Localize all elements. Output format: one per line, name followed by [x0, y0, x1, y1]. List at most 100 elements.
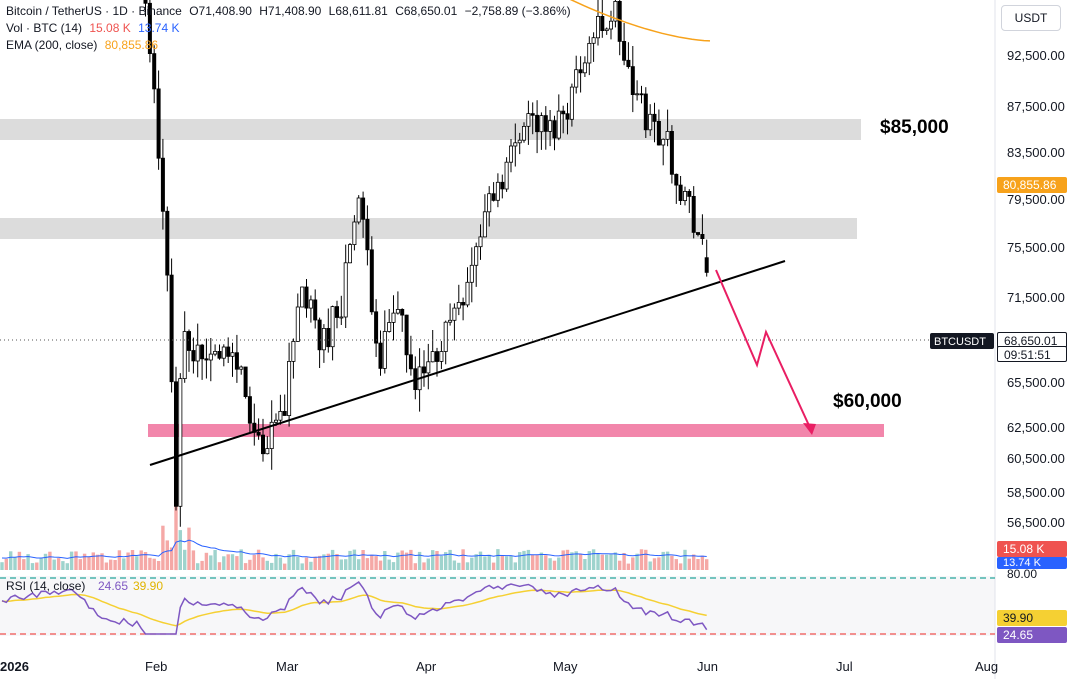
candle-body	[487, 193, 492, 213]
candle-body	[221, 346, 226, 359]
volume-bar	[496, 549, 500, 570]
ema-legend-row: EMA (200, close) 80,855.86	[6, 38, 162, 52]
candle-body	[217, 350, 222, 359]
volume-bar	[196, 563, 200, 570]
volume-bar	[483, 556, 487, 570]
volume-value: 15.08 K	[89, 21, 131, 35]
candle-body	[400, 308, 405, 316]
candle-body	[321, 327, 326, 351]
volume-bar	[365, 558, 370, 570]
volume-bar	[226, 554, 230, 570]
rsi-ma-price-tag: 39.90	[997, 610, 1067, 626]
volume-bar	[304, 557, 309, 570]
candle-body	[226, 346, 231, 357]
volume-bar	[174, 480, 178, 571]
candle-body	[591, 37, 596, 44]
candle-body	[539, 115, 544, 133]
candle-body	[474, 246, 479, 266]
candle-body	[543, 115, 548, 132]
ascending-trendline	[149, 260, 786, 466]
time-tick-label: Jun	[697, 659, 718, 674]
candle-body	[569, 86, 574, 120]
volume-bar	[135, 556, 139, 570]
candle-body	[582, 62, 587, 74]
volume-bar	[522, 550, 526, 570]
volume-bar	[104, 562, 109, 570]
ema-value: 80,855.86	[104, 38, 159, 52]
rsi-ma-line	[1, 589, 707, 627]
volume-bar	[374, 556, 378, 570]
candle-body	[535, 114, 540, 133]
time-axis-ticks: 2026 Feb Mar Apr May Jun Jul Aug	[0, 659, 998, 674]
volume-label[interactable]: Vol · BTC (14)	[6, 21, 83, 35]
volume-bar	[87, 557, 91, 570]
volume-bar	[696, 559, 700, 570]
candle-body	[352, 221, 357, 246]
volume-bar	[705, 559, 709, 570]
volume-bar	[674, 559, 678, 570]
volume-bar	[609, 554, 613, 570]
volume-bar	[152, 558, 156, 570]
target-label: $60,000	[833, 391, 902, 412]
volume-bar	[357, 559, 361, 570]
candle-body	[374, 311, 379, 344]
candle-body	[234, 352, 239, 370]
candle-body	[613, 0, 618, 22]
volume-bar	[165, 540, 169, 570]
volume-bar	[156, 561, 161, 570]
candle-body	[165, 210, 170, 276]
volume-bar	[309, 561, 313, 570]
candle-body	[160, 157, 165, 212]
volume-bar	[613, 552, 618, 570]
countdown-tag: 09:51:51	[997, 346, 1067, 362]
candle-body	[156, 88, 161, 159]
candle-body	[208, 353, 213, 361]
volume-bar	[274, 553, 278, 570]
volume-bar	[26, 554, 30, 570]
candle-body	[639, 93, 644, 96]
currency-selector[interactable]: USDT	[1001, 5, 1061, 31]
candle-body	[522, 126, 527, 141]
candle-body	[513, 142, 518, 147]
ema-label[interactable]: EMA (200, close)	[6, 38, 98, 52]
volume-bar	[561, 550, 565, 570]
candle-body	[265, 448, 270, 455]
symbol-title[interactable]: Bitcoin / TetherUS · 1D · Binance	[6, 4, 182, 18]
volume-bar	[461, 549, 465, 570]
volume-bar	[139, 550, 143, 570]
candle-body	[517, 139, 522, 144]
volume-bar	[422, 562, 426, 570]
candle-body	[178, 378, 183, 507]
volume-bar	[661, 551, 665, 570]
volume-bar	[130, 550, 135, 570]
volume-bar	[648, 561, 652, 570]
candle-body	[456, 301, 461, 309]
volume-bar	[61, 561, 65, 570]
candle-body	[630, 66, 635, 95]
volume-bar	[74, 551, 78, 570]
candle-body	[256, 431, 261, 436]
candle-body	[674, 173, 679, 186]
volume-bar	[631, 557, 635, 570]
candle-body	[469, 264, 474, 283]
volume-bar	[204, 552, 209, 570]
volume-bar	[122, 558, 126, 570]
price-tick-label: 71,500.00	[1007, 290, 1065, 305]
volume-bar	[565, 549, 570, 570]
volume-bar	[635, 553, 639, 570]
volume-bar	[439, 555, 444, 570]
volume-bar	[539, 552, 544, 570]
volume-bar	[265, 560, 269, 570]
ohlc-low: L68,611.81	[328, 4, 388, 18]
candle-body	[269, 421, 274, 449]
candle-body	[652, 113, 657, 122]
volume-ma-value: 13.74 K	[138, 21, 180, 35]
volume-bar	[35, 562, 39, 570]
candle-body	[656, 121, 661, 146]
volume-bar	[396, 552, 400, 570]
candle-body	[408, 354, 413, 370]
volume-bar	[313, 556, 317, 570]
candle-body	[548, 120, 553, 132]
volume-bar	[378, 560, 383, 570]
